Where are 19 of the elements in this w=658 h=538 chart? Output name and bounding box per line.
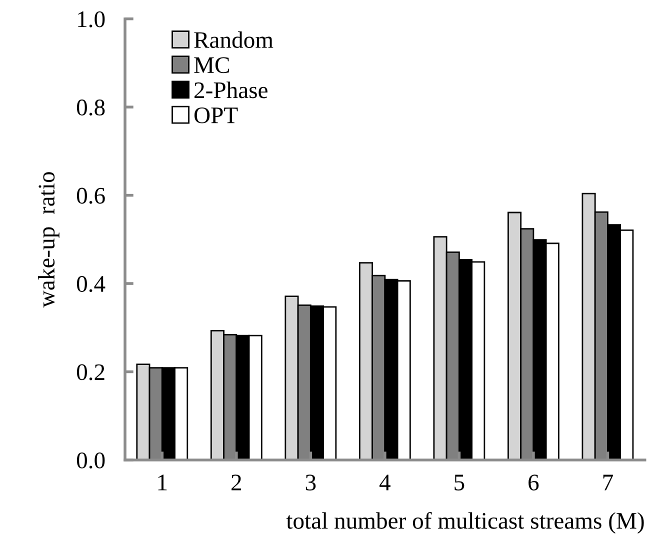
y-axis-title: wake-up ratio: [38, 172, 60, 308]
legend-label: Random: [194, 31, 274, 48]
x-axis-title: total number of multicast streams (M): [286, 512, 644, 534]
y-tick-label: 0.2: [76, 364, 104, 380]
y-tick-label: 0.8: [76, 100, 105, 116]
legend-label: 2-Phase: [194, 82, 268, 98]
y-tick-label: 1.0: [78, 11, 105, 28]
y-tick-label: 0.4: [76, 276, 106, 292]
x-tick-label: 7: [603, 474, 613, 490]
x-tick-label: 5: [454, 474, 464, 490]
x-tick-label: 6: [528, 474, 539, 490]
legend-label: MC: [194, 57, 229, 74]
x-tick-label: 3: [306, 474, 316, 490]
y-tick-label: 0.6: [76, 188, 105, 204]
x-tick-label: 2: [232, 474, 242, 490]
x-tick-label: 1: [158, 474, 167, 490]
x-tick-label: 4: [379, 474, 390, 490]
legend-label: OPT: [194, 107, 238, 124]
y-tick-label: 0.0: [76, 452, 105, 469]
